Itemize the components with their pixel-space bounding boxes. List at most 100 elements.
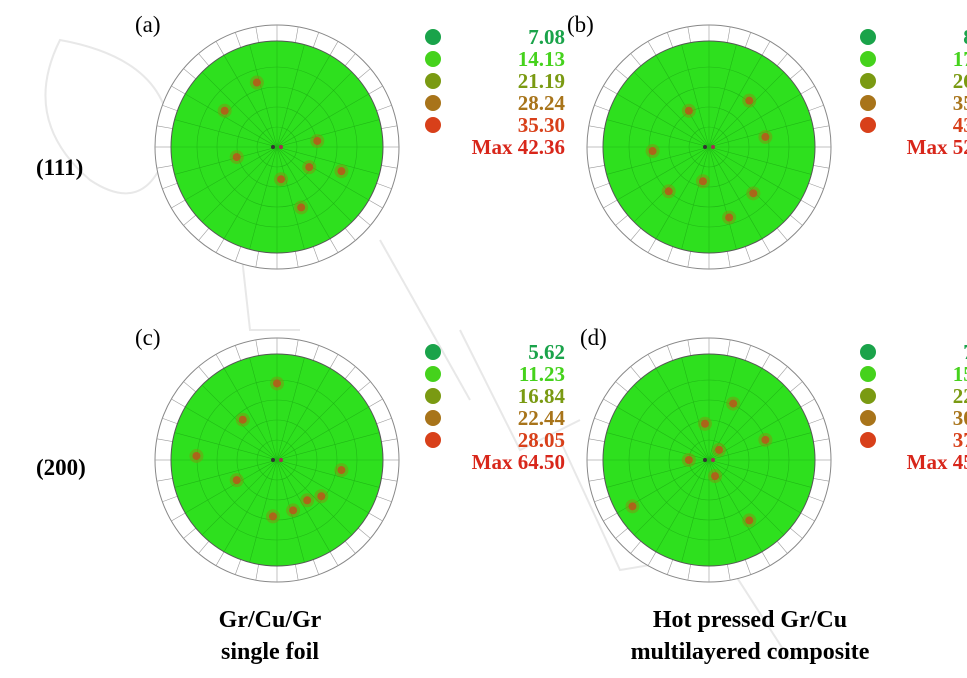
legend-swatch	[425, 51, 441, 67]
legend-swatch	[860, 29, 876, 45]
legend-item: 28.05	[425, 429, 565, 451]
legend-value: 22.44	[518, 407, 565, 429]
legend-item: 17.60	[860, 48, 967, 70]
texture-spot	[742, 94, 756, 108]
legend-swatch	[860, 366, 876, 382]
texture-spot	[698, 417, 712, 431]
texture-spot	[270, 376, 284, 390]
texture-spot	[218, 104, 232, 118]
legend-swatch	[860, 344, 876, 360]
legend-value: 7.08	[528, 26, 565, 48]
legend-value: 11.23	[519, 363, 565, 385]
texture-spot	[274, 172, 288, 186]
texture-spot	[334, 164, 348, 178]
legend-item: 7.08	[425, 26, 565, 48]
pole-figure-c	[152, 335, 402, 585]
legend-item: 14.13	[425, 48, 565, 70]
pole-figure-d	[584, 335, 834, 585]
legend-value: 37.56	[953, 429, 967, 451]
legend-value: 43.96	[953, 114, 967, 136]
legend-max: Max 42.36	[425, 136, 565, 158]
caption-left-line1: Gr/Cu/Gr	[140, 604, 400, 636]
legend-swatch	[425, 117, 441, 133]
legend-item: 35.30	[425, 114, 565, 136]
texture-spot	[682, 453, 696, 467]
texture-spot	[286, 503, 300, 517]
legend-value: 28.05	[518, 429, 565, 451]
row-label-200: (200)	[36, 455, 86, 481]
caption-right-line2: multilayered composite	[570, 636, 930, 668]
pole-figure-b	[584, 22, 834, 272]
legend-item: 8.81	[860, 26, 967, 48]
texture-spot	[758, 433, 772, 447]
texture-spot	[662, 184, 676, 198]
legend-item: 16.84	[425, 385, 565, 407]
legend-item: 28.24	[425, 92, 565, 114]
texture-spot	[266, 509, 280, 523]
texture-spot	[708, 469, 722, 483]
legend-max: Max 64.50	[425, 451, 565, 473]
legend-d: 7.5315.0422.5430.0537.56Max 45.06	[860, 341, 967, 481]
legend-swatch	[860, 410, 876, 426]
texture-spot	[302, 160, 316, 174]
legend-swatch	[425, 388, 441, 404]
pole-figure-a	[152, 22, 402, 272]
legend-value: 16.84	[518, 385, 565, 407]
legend-c: 5.62 11.23 16.84 22.44 28.05 Max 64.50	[425, 341, 565, 481]
legend-swatch	[860, 73, 876, 89]
texture-spot	[722, 210, 736, 224]
caption-right: Hot pressed Gr/Cu multilayered composite	[570, 604, 930, 668]
legend-value: 7.53	[963, 341, 967, 363]
texture-spot	[625, 499, 639, 513]
legend-value: 17.60	[953, 48, 967, 70]
legend-max: Max 52.75	[860, 136, 967, 158]
caption-left-line2: single foil	[140, 636, 400, 668]
legend-value: 14.13	[518, 48, 565, 70]
legend-swatch	[860, 117, 876, 133]
legend-max: Max 45.06	[860, 451, 967, 473]
texture-spot	[742, 513, 756, 527]
legend-swatch	[425, 344, 441, 360]
legend-item: 26.39	[860, 70, 967, 92]
legend-swatch	[425, 432, 441, 448]
legend-value: 35.30	[518, 114, 565, 136]
texture-spot	[230, 150, 244, 164]
texture-spot	[294, 200, 308, 214]
legend-swatch	[425, 95, 441, 111]
legend-a: 7.08 14.13 21.19 28.24 35.30 Max 42.36	[425, 26, 565, 166]
texture-spot	[758, 130, 772, 144]
legend-value: 26.39	[953, 70, 967, 92]
legend-value: 28.24	[518, 92, 565, 114]
legend-item: 7.53	[860, 341, 967, 363]
texture-spot	[300, 493, 314, 507]
legend-item: 30.05	[860, 407, 967, 429]
legend-swatch	[860, 51, 876, 67]
texture-spot	[334, 463, 348, 477]
texture-spot	[250, 76, 264, 90]
texture-spot	[189, 449, 203, 463]
legend-item: 5.62	[425, 341, 565, 363]
legend-item: 43.96	[860, 114, 967, 136]
texture-spot	[236, 413, 250, 427]
legend-item: 22.44	[425, 407, 565, 429]
legend-swatch	[425, 29, 441, 45]
texture-spot	[230, 473, 244, 487]
legend-value: 8.81	[963, 26, 967, 48]
texture-spot	[712, 443, 726, 457]
caption-left: Gr/Cu/Gr single foil	[140, 604, 400, 668]
texture-spot	[746, 186, 760, 200]
legend-value: 22.54	[953, 385, 967, 407]
legend-value: 30.05	[953, 407, 967, 429]
legend-swatch	[860, 95, 876, 111]
texture-spot	[726, 397, 740, 411]
legend-swatch	[425, 410, 441, 426]
legend-value: 35.18	[953, 92, 967, 114]
legend-value: 15.04	[953, 363, 967, 385]
legend-swatch	[860, 432, 876, 448]
texture-spot	[646, 144, 660, 158]
legend-value: 5.62	[528, 341, 565, 363]
legend-item: 11.23	[425, 363, 565, 385]
texture-spot	[696, 174, 710, 188]
legend-item: 15.04	[860, 363, 967, 385]
legend-swatch	[860, 388, 876, 404]
